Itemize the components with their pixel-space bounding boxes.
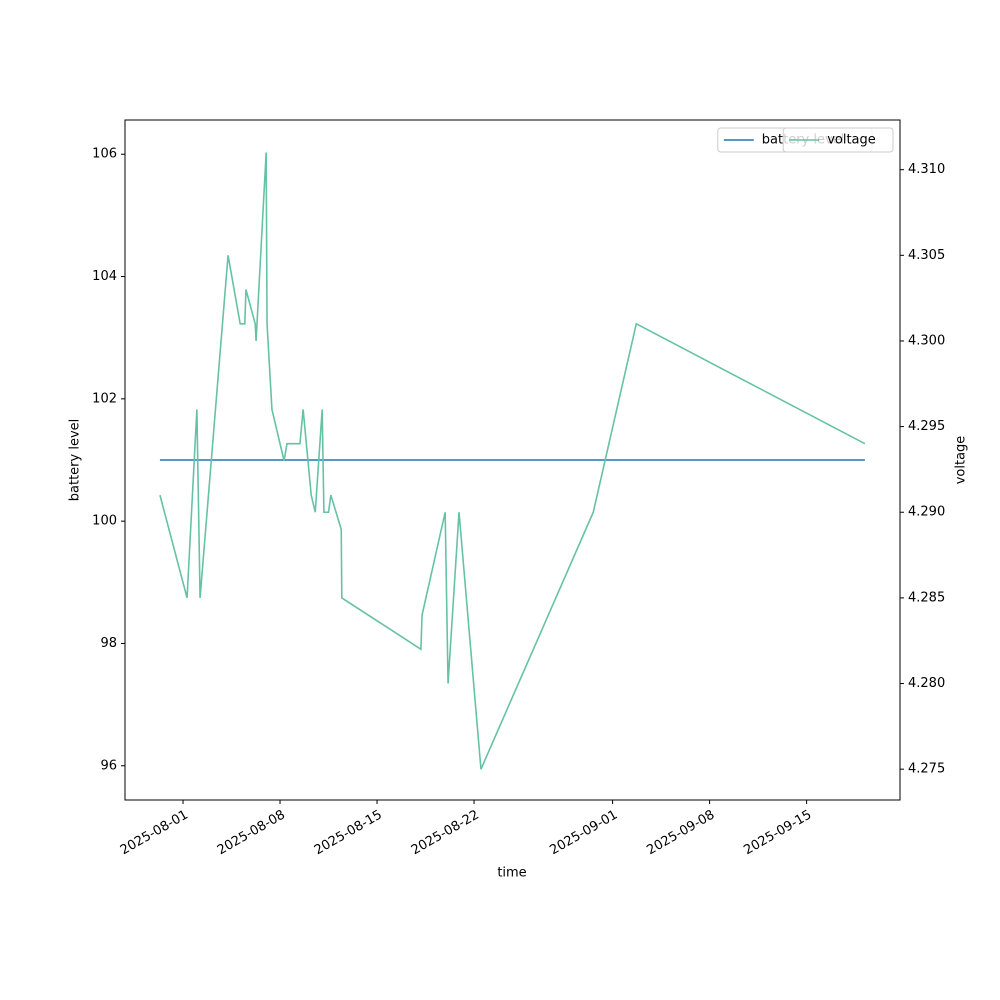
y2-tick-label: 4.280: [908, 676, 945, 691]
plot-frame: [124, 119, 901, 801]
y2-tick-label: 4.295: [908, 419, 945, 434]
x-tick-label: 2025-08-22: [409, 808, 482, 859]
series-line: [159, 152, 866, 770]
x-tick-label: 2025-08-01: [118, 808, 191, 859]
legend-label: voltage: [827, 133, 876, 148]
x-axis-label: time: [497, 866, 526, 881]
y2-tick-label: 4.275: [908, 762, 945, 777]
x-tick-label: 2025-08-15: [312, 808, 385, 859]
legend-frame: [782, 127, 894, 153]
y-axis-label: battery level: [68, 419, 83, 502]
x-tick-label: 2025-09-08: [644, 808, 717, 859]
x-tick-label: 2025-08-08: [215, 808, 288, 859]
x-tick-label: 2025-09-15: [741, 808, 814, 859]
legend: voltage: [782, 127, 894, 153]
y-tick-label: 98: [100, 636, 117, 651]
y2-tick-label: 4.305: [908, 248, 945, 263]
y-tick-label: 106: [92, 147, 117, 162]
y2-tick-label: 4.310: [908, 162, 945, 177]
y2-tick-label: 4.300: [908, 333, 945, 348]
y2-tick-label: 4.290: [908, 505, 945, 520]
x-tick-label: 2025-09-01: [547, 808, 620, 859]
y-tick-label: 96: [100, 758, 117, 773]
y2-axis-label: voltage: [954, 436, 969, 485]
y-tick-label: 102: [92, 391, 117, 406]
y-tick-label: 104: [92, 269, 117, 284]
y2-tick-label: 4.285: [908, 590, 945, 605]
y-tick-label: 100: [92, 514, 117, 529]
